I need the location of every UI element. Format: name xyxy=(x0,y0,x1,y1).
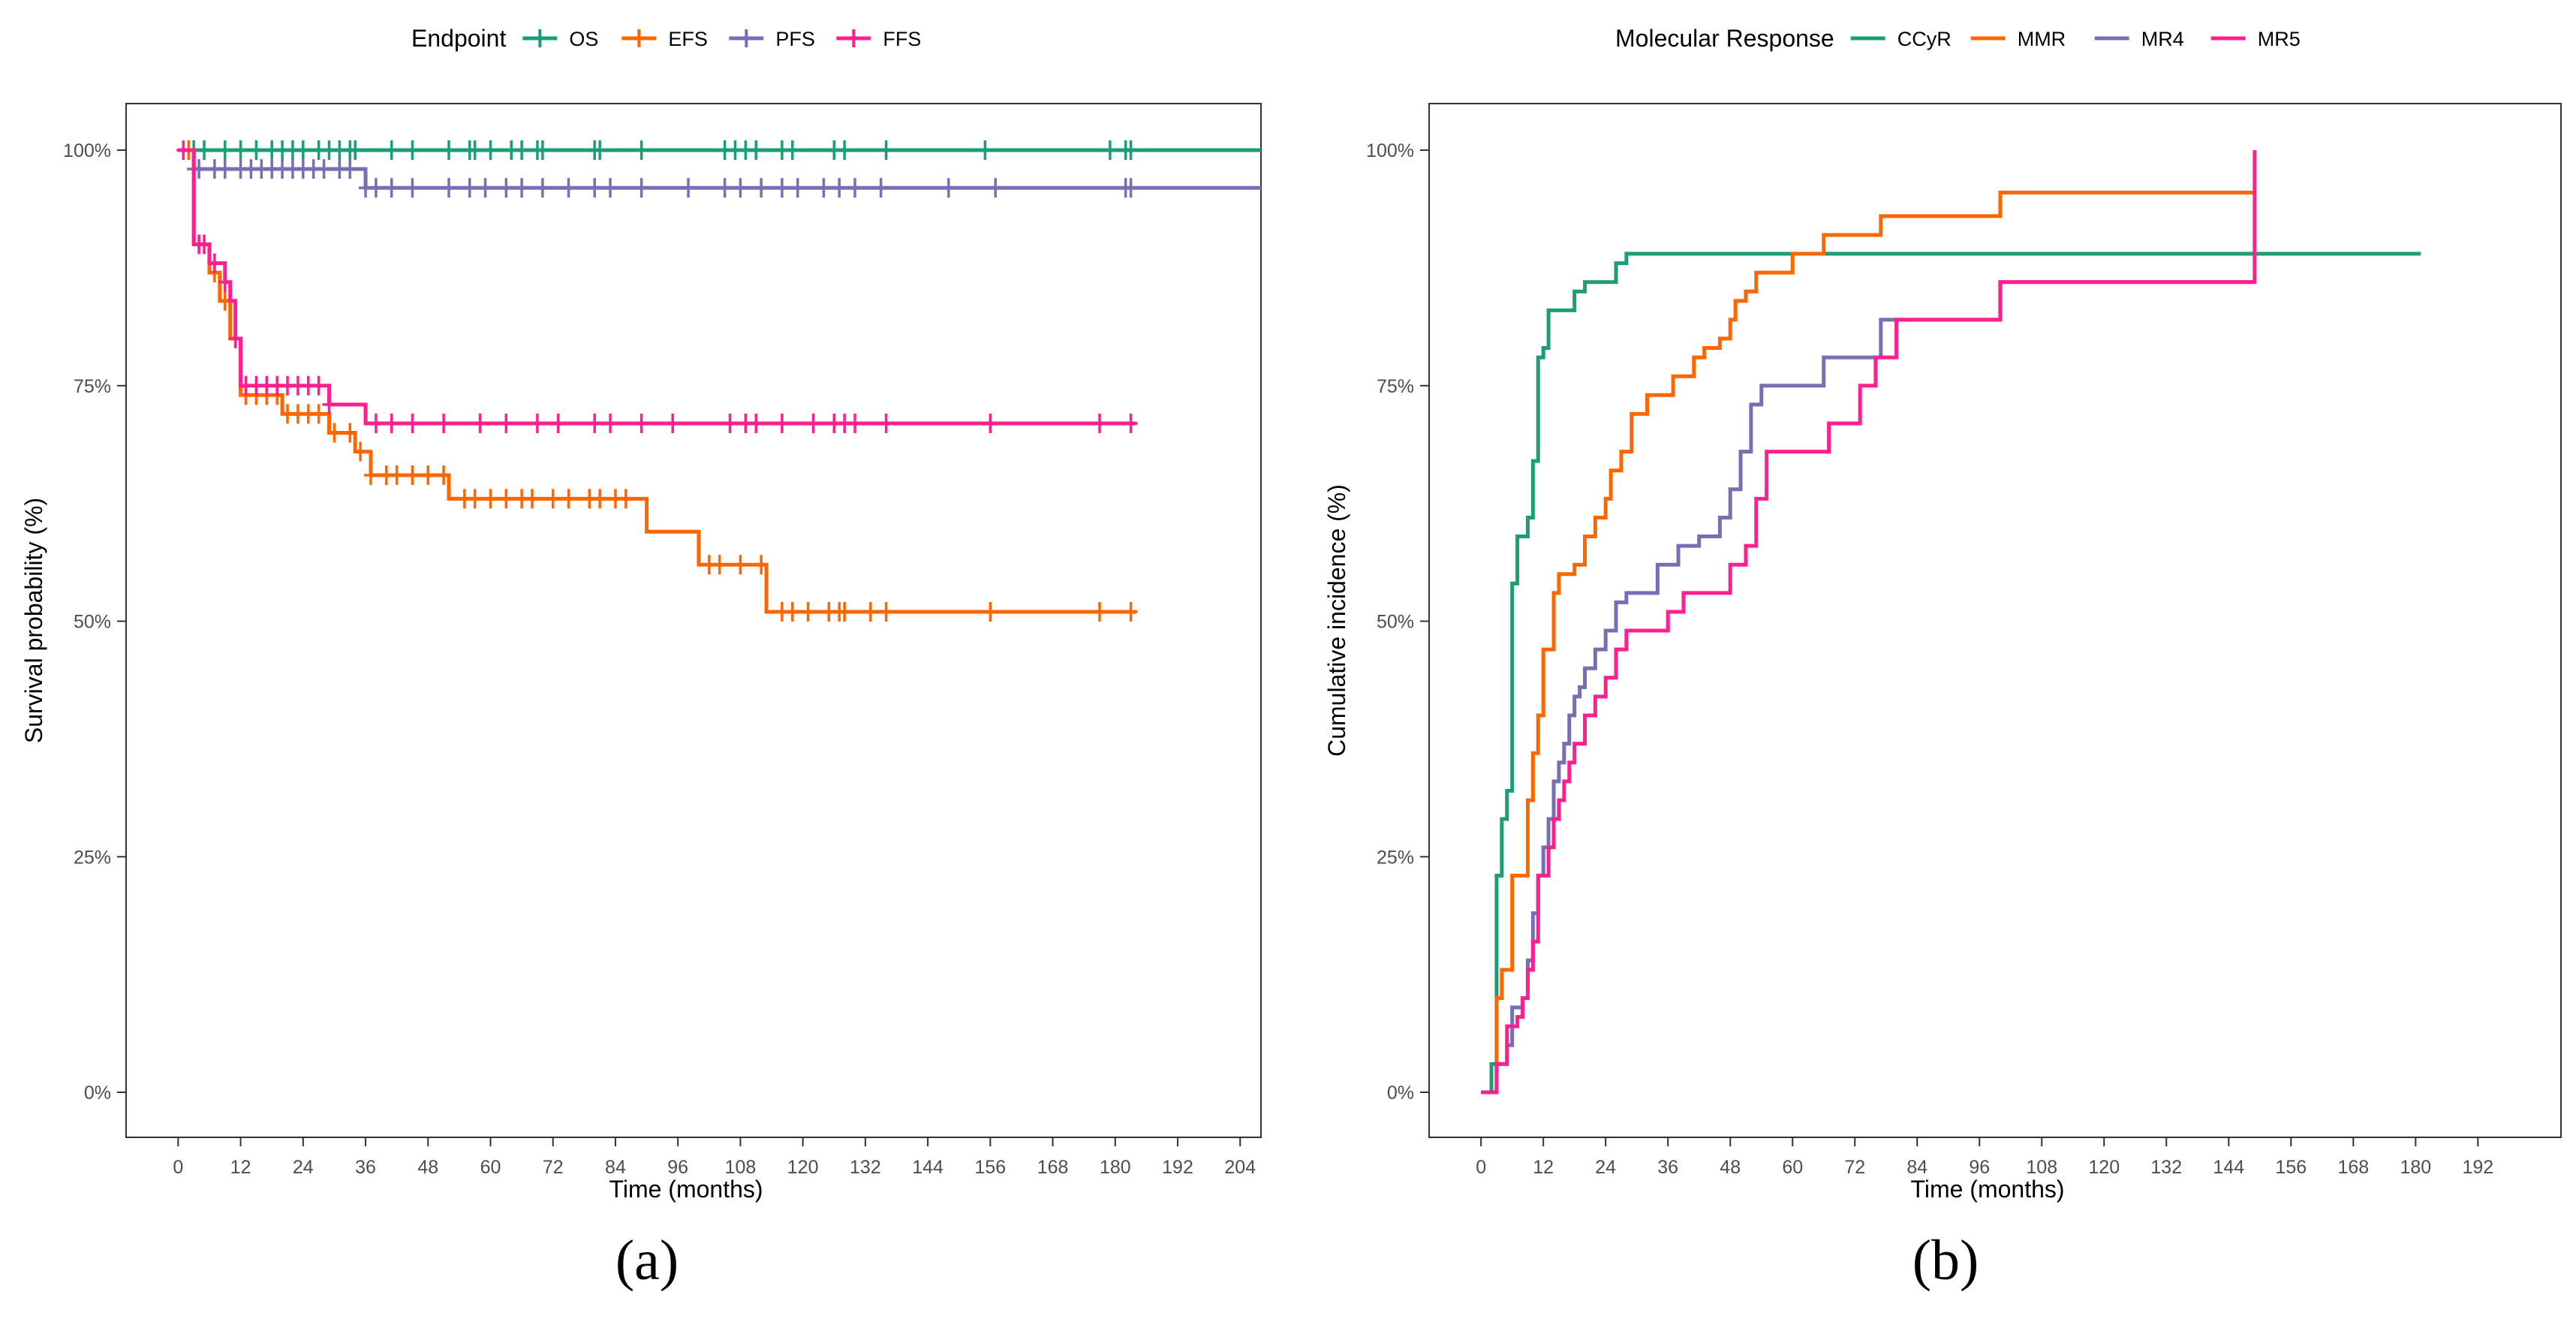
legend-label: PFS xyxy=(775,28,815,50)
x-tick-label: 120 xyxy=(787,1157,819,1178)
y-tick-label: 100% xyxy=(1366,140,1414,161)
series-mr5 xyxy=(1481,150,2257,1095)
x-tick-label: 48 xyxy=(417,1157,438,1178)
y-tick-label: 50% xyxy=(74,612,111,633)
x-tick-label: 84 xyxy=(1906,1157,1927,1178)
y-tick-label: 0% xyxy=(1387,1083,1414,1104)
x-tick-label: 144 xyxy=(2213,1157,2244,1178)
x-tick-label: 180 xyxy=(2400,1157,2431,1178)
series-line-ffs xyxy=(178,148,1136,426)
series-mmr xyxy=(1481,190,2255,1095)
x-tick-label: 132 xyxy=(2150,1157,2182,1178)
x-tick-label: 24 xyxy=(293,1157,314,1178)
x-tick-label: 180 xyxy=(1100,1157,1131,1178)
x-tick-label: 48 xyxy=(1720,1157,1741,1178)
legend-label: MR5 xyxy=(2258,28,2301,50)
x-tick-label: 144 xyxy=(912,1157,943,1178)
y-tick-label: 0% xyxy=(84,1083,111,1104)
x-tick-label: 24 xyxy=(1595,1157,1616,1178)
legend-item-mr5: MR5 xyxy=(2210,28,2301,50)
x-tick-label: 192 xyxy=(2462,1157,2493,1178)
y-tick-label: 75% xyxy=(74,376,111,397)
x-tick-label: 96 xyxy=(1969,1157,1990,1178)
legend-item-ffs: FFS xyxy=(836,28,921,50)
legend-item-mr4: MR4 xyxy=(2094,28,2184,50)
x-tick-label: 120 xyxy=(2088,1157,2120,1178)
legend-label: EFS xyxy=(668,28,708,50)
x-tick-label: 0 xyxy=(1476,1157,1486,1178)
legend-item-efs: EFS xyxy=(621,28,708,50)
series-ccyr xyxy=(1481,251,2421,1095)
legend-label: FFS xyxy=(883,28,921,50)
panel-a: 0 12 24 36 48 60 72 84 96 108 120 132 144 156 168 180 19… xyxy=(20,25,1262,1292)
plot-border xyxy=(1428,103,2562,1138)
x-tick-label: 84 xyxy=(605,1157,626,1178)
legend-item-pfs: PFS xyxy=(729,28,815,50)
x-tick-label: 168 xyxy=(1037,1157,1069,1178)
x-tick-label: 168 xyxy=(2337,1157,2369,1178)
series-mr4 xyxy=(1481,280,2255,1095)
series-line-efs xyxy=(178,148,1136,614)
series-ffs xyxy=(176,140,1138,433)
x-axis-title: Time (months) xyxy=(1910,1176,2064,1203)
panel-label: (a) xyxy=(615,1229,679,1292)
plot-border xyxy=(125,103,1262,1138)
legend-title: Endpoint xyxy=(411,25,506,52)
panel-label: (b) xyxy=(1912,1229,1979,1292)
x-tick-label: 96 xyxy=(667,1157,688,1178)
series-line-mr5 xyxy=(1481,150,2257,1095)
x-tick-label: 108 xyxy=(725,1157,757,1178)
x-tick-label: 72 xyxy=(543,1157,564,1178)
x-tick-label: 108 xyxy=(2026,1157,2057,1178)
x-tick-label: 156 xyxy=(974,1157,1006,1178)
series-line-ccyr xyxy=(1481,251,2421,1095)
y-tick-label: 50% xyxy=(1377,612,1414,633)
legend-item-os: OS xyxy=(522,28,598,50)
x-tick-label: 204 xyxy=(1224,1157,1256,1178)
legend-label: OS xyxy=(569,28,598,50)
x-tick-label: 36 xyxy=(355,1157,376,1178)
x-tick-label: 12 xyxy=(230,1157,251,1178)
y-tick-label: 75% xyxy=(1377,376,1414,397)
legend-label: CCyR xyxy=(1897,28,1952,50)
series-os xyxy=(178,140,1261,160)
x-tick-label: 60 xyxy=(1782,1157,1803,1178)
x-tick-label: 12 xyxy=(1533,1157,1554,1178)
legend-item-mmr: MMR xyxy=(1970,28,2066,50)
x-tick-label: 0 xyxy=(173,1157,183,1178)
legend-label: MR4 xyxy=(2141,28,2184,50)
x-tick-label: 60 xyxy=(480,1157,501,1178)
y-tick-label: 25% xyxy=(74,847,111,868)
x-tick-label: 36 xyxy=(1657,1157,1678,1178)
legend-item-ccyr: CCyR xyxy=(1850,28,1952,50)
x-tick-label: 132 xyxy=(850,1157,881,1178)
y-tick-label: 25% xyxy=(1377,847,1414,868)
legend-title: Molecular Response xyxy=(1615,25,1834,52)
x-tick-label: 72 xyxy=(1844,1157,1865,1178)
series-line-mr4 xyxy=(1481,280,2255,1095)
x-tick-label: 192 xyxy=(1162,1157,1193,1178)
x-tick-label: 156 xyxy=(2275,1157,2307,1178)
y-axis-title: Survival probability (%) xyxy=(20,498,47,743)
series-efs xyxy=(178,140,1138,622)
legend-label: MMR xyxy=(2018,28,2066,50)
series-line-mmr xyxy=(1481,190,2255,1095)
y-axis-title: Cumulative incidence (%) xyxy=(1323,484,1350,757)
x-axis-title: Time (months) xyxy=(609,1176,763,1203)
y-tick-label: 100% xyxy=(63,140,111,161)
panel-b: 0 12 24 36 48 60 72 84 96 108 120 132 144 156 168 180 19… xyxy=(1323,25,2562,1292)
